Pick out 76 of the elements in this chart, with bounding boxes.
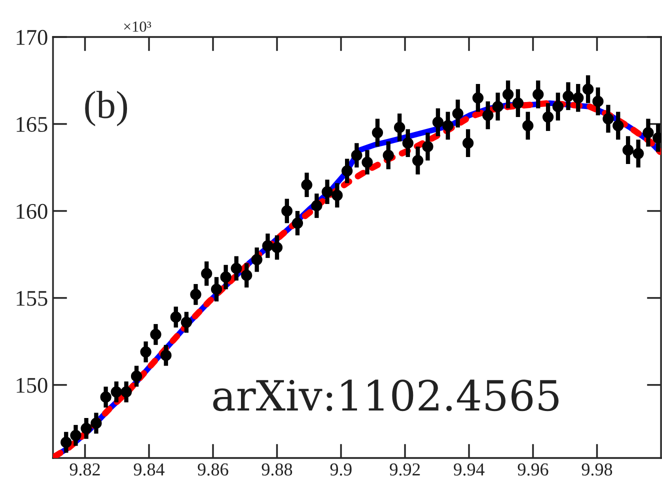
point: [351, 150, 362, 161]
point: [311, 200, 322, 212]
point: [60, 436, 72, 448]
point: [422, 141, 434, 152]
point: [372, 127, 384, 138]
point: [642, 127, 654, 138]
point: [612, 120, 624, 132]
point: [100, 392, 112, 403]
point: [271, 242, 283, 254]
point: [201, 268, 212, 280]
x-tick-label: 9.88: [262, 463, 292, 476]
x-tick-label: 9.84: [134, 463, 165, 476]
point: [281, 205, 292, 217]
point: [542, 111, 554, 123]
point: [322, 186, 333, 198]
point: [602, 113, 614, 124]
point: [582, 84, 594, 95]
point: [432, 116, 444, 128]
x-tick-label: 9.98: [582, 463, 612, 476]
x-tick-label: 9.96: [518, 463, 548, 476]
point: [130, 370, 142, 382]
point: [622, 144, 634, 156]
point: [452, 108, 464, 120]
point: [241, 270, 252, 281]
point: [332, 190, 343, 201]
x-tick-label: 9.82: [70, 463, 100, 476]
point: [472, 92, 484, 104]
point: [442, 120, 454, 132]
point: [80, 422, 92, 434]
point: [532, 88, 544, 100]
x-tick-label: 9.9: [330, 463, 352, 476]
annotation: arXiv:1102.4565: [213, 380, 559, 412]
point: [572, 92, 584, 104]
point: [552, 101, 564, 112]
point: [140, 346, 152, 358]
point: [170, 312, 182, 323]
point: [382, 150, 394, 161]
point: [512, 98, 524, 109]
point: [492, 101, 504, 112]
point: [230, 262, 242, 274]
point: [150, 328, 162, 340]
point: [301, 179, 312, 190]
x-tick-label: 9.92: [390, 463, 420, 476]
point: [462, 138, 474, 149]
point: [502, 88, 514, 100]
point: [394, 122, 406, 134]
point: [292, 218, 304, 229]
point: [70, 430, 82, 441]
point: [160, 350, 172, 361]
point: [362, 156, 373, 168]
point: [180, 316, 192, 328]
x-tick-label: 9.94: [454, 463, 485, 476]
y-tick-label: 150: [16, 378, 48, 393]
point: [632, 148, 644, 160]
point: [190, 288, 202, 300]
y-tick-label: 155: [16, 290, 48, 306]
point: [522, 120, 534, 132]
point: [402, 138, 414, 149]
point: [562, 90, 574, 102]
point: [90, 418, 102, 429]
point: [412, 154, 424, 166]
point: [592, 96, 604, 107]
y-tick-label: 165: [16, 116, 48, 132]
y-tick-label: 160: [16, 204, 48, 219]
point: [342, 165, 353, 177]
point: [262, 240, 274, 252]
x-tick-label: 9.86: [198, 463, 228, 476]
point: [482, 110, 494, 121]
y-tick-label: 170: [16, 30, 48, 45]
point: [220, 272, 232, 283]
point: [110, 386, 122, 398]
text: ×10³: [124, 21, 152, 32]
annotation: (b): [85, 90, 128, 126]
point: [120, 386, 132, 398]
point: [251, 254, 262, 266]
point: [210, 284, 222, 295]
